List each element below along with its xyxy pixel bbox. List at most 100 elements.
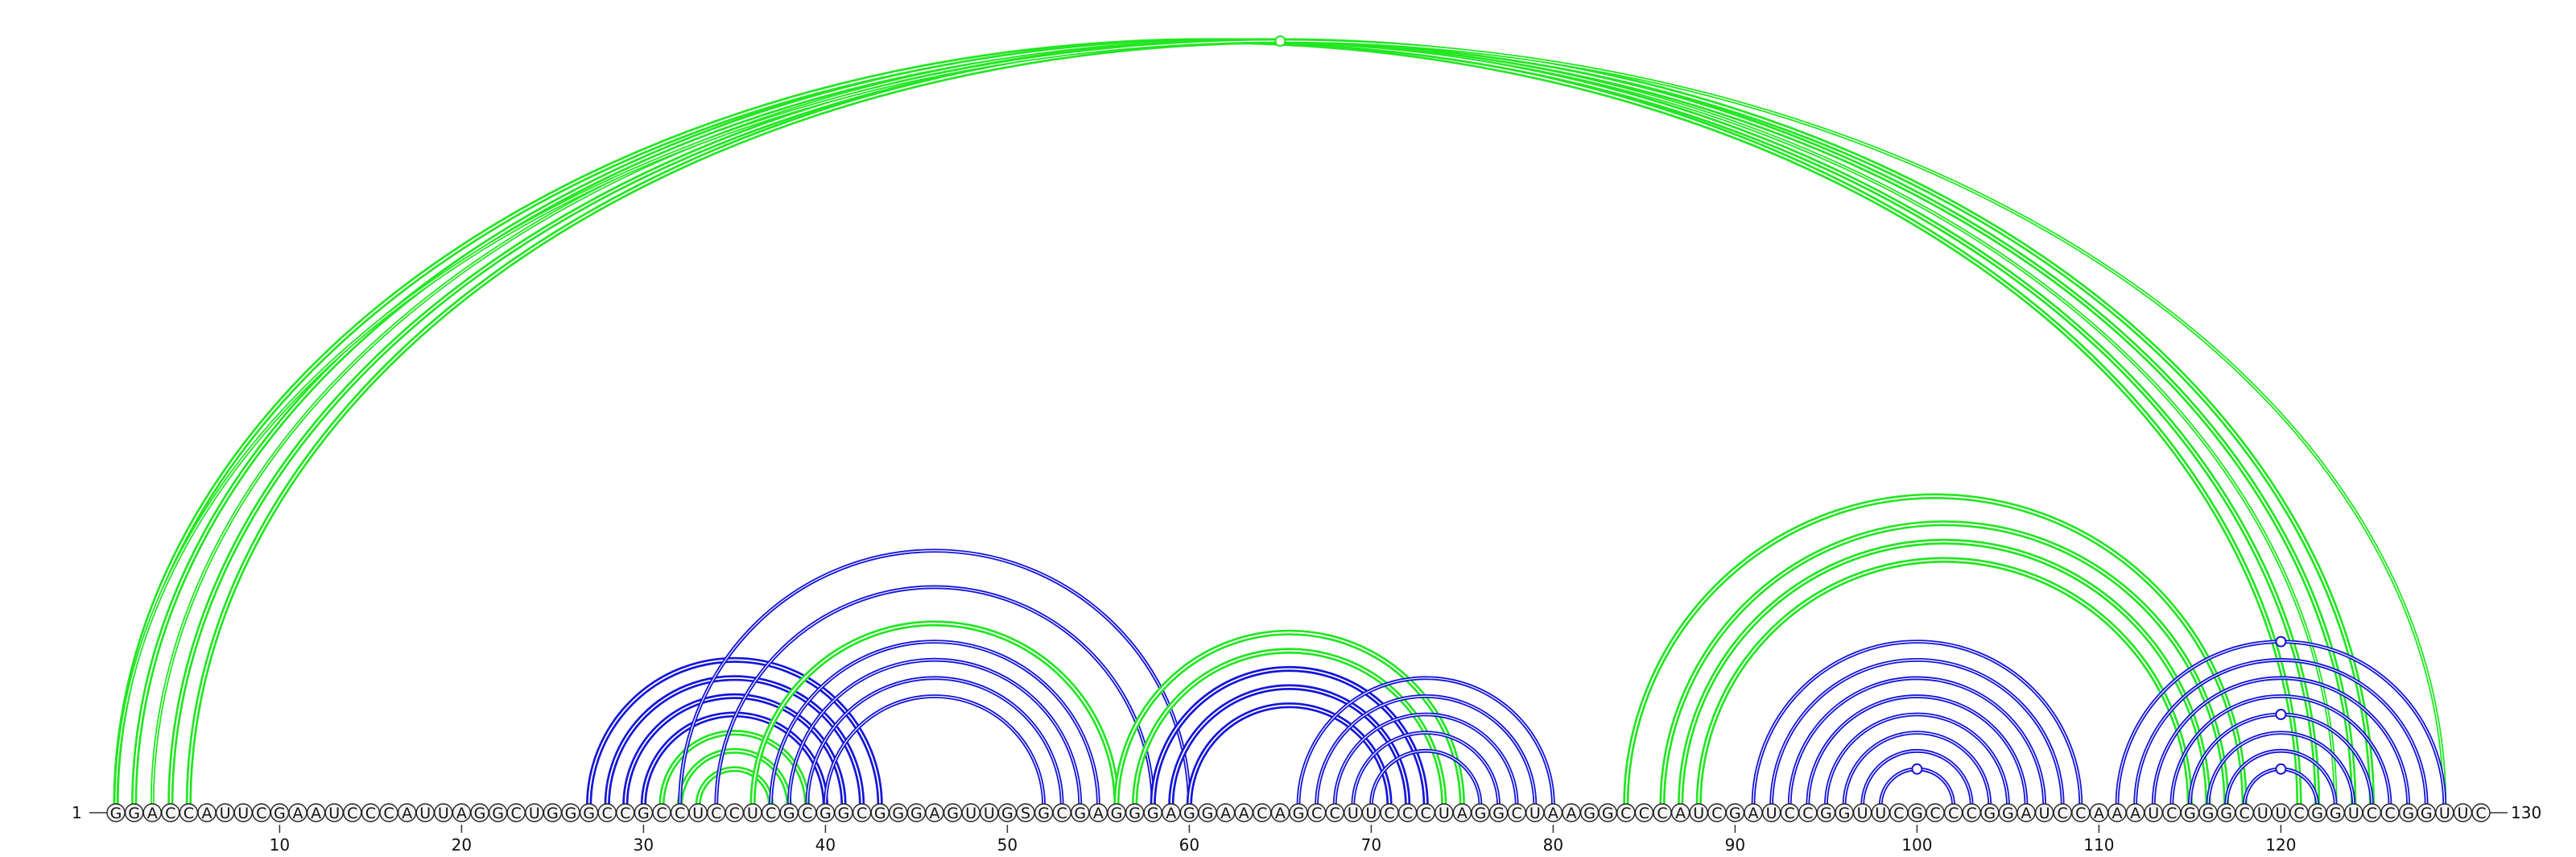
nucleotide-letter: C [1711,805,1722,822]
nucleotide: C [506,803,526,822]
tick-label: 10 [270,835,290,855]
nucleotide: G [1835,803,1854,822]
nucleotide-letter: A [930,805,940,822]
arc-outer [786,657,1083,806]
nucleotide: U [525,803,544,822]
nucleotide-letter: G [1820,805,1832,822]
nucleotide: C [2380,803,2400,822]
nucleotide: C [1052,803,1071,822]
arc-inner [1116,631,1463,806]
nucleotide: C [2235,803,2254,822]
arc-inner [2153,677,2409,806]
nucleotide-letter: C [1802,805,1813,822]
nucleotide: G [906,803,927,822]
arc-inner [716,586,1154,806]
tick-label: 100 [1901,835,1932,855]
nucleotide-letter: A [1093,805,1104,822]
nucleotide: A [2125,803,2145,822]
base-pair-arc [1769,657,2065,806]
nucleotide-letter: C [2166,805,2177,822]
nucleotide-letter: U [438,805,449,822]
nucleotide-letter: C [165,805,175,822]
base-pair-arc [1806,694,2029,806]
nucleotide-letter: A [1567,805,1577,822]
nucleotide-letter: C [2367,805,2377,822]
arc-inner [1152,668,1427,806]
nucleotide: G [1998,803,2018,822]
nucleotide: G [1579,803,1600,822]
nucleotide: A [2017,803,2036,822]
nucleotide: A [2089,803,2109,822]
nucleotide-letter: U [692,805,704,822]
nucleotide: C [161,803,180,822]
nucleotide-letter: C [857,805,867,822]
apex-marker [2275,709,2287,720]
nucleotide-letter: C [729,805,740,822]
apex-marker [1274,35,1286,47]
nucleotide: A [397,803,417,822]
nucleotide: A [1216,803,1236,822]
nucleotide: G [1071,803,1090,822]
nucleotide: C [724,803,745,822]
nucleotide: A [1670,803,1690,822]
arc-inner [752,623,1117,806]
nucleotide: C [1780,803,1799,822]
nucleotide-letter: C [1330,805,1340,822]
nucleotide-letter: G [1602,805,1614,822]
nucleotide-letter: G [838,805,850,822]
nucleotide-letter: U [747,805,758,822]
nucleotide: G [270,803,290,822]
arc-inner [1370,750,1481,806]
nucleotide: C [1707,803,1727,822]
base-pair-arc [1186,702,1393,806]
nucleotide: A [1088,803,1108,822]
nucleotide: U [2435,803,2454,822]
tick-label: 20 [452,835,472,855]
nucleotide: U [743,803,762,822]
nucleotide-letter: C [184,805,194,822]
nucleotide-letter: C [802,805,812,822]
base-pair-arc [695,766,774,806]
nucleotide-letter: G [1129,805,1141,822]
nucleotide-letter: G [910,805,923,822]
base-pair-arc [749,620,1120,806]
base-pair-arc [1787,676,2046,806]
nucleotide: A [1744,803,1763,822]
nucleotide: C [1653,803,1672,822]
nucleotide: C [2071,803,2091,822]
nucleotide-letter: C [1402,805,1413,822]
arc-inner [1298,677,1554,806]
nucleotide: G [543,803,563,822]
nucleotide-letter: G [2220,805,2232,822]
nucleotide-letter: A [1457,805,1468,822]
nucleotide-letter: U [1875,805,1886,822]
nucleotide: G [634,803,654,822]
tick-label: 40 [815,835,836,855]
nucleotide-letter: U [2439,805,2450,822]
nucleotide: G [1471,803,1490,822]
nucleotide: U [2271,803,2291,822]
nucleotide: C [1634,803,1654,822]
base-pair-arc [2206,731,2356,806]
base-pair-arc [1842,731,1992,806]
nucleotide-letter: G [565,805,577,822]
arc-inner [2171,695,2391,806]
arc-inner [679,550,1190,806]
nucleotide-letter: A [293,805,303,822]
nucleotide: U [1525,803,1545,822]
nucleotide-letter: C [2240,805,2250,822]
nucleotide: A [197,803,217,822]
nucleotide: C [252,803,271,822]
nucleotide-letter: C [1639,805,1649,822]
start-label: 1 [72,803,82,822]
nucleotide: G [997,803,1018,822]
nucleotide-letter: G [1147,805,1159,822]
nucleotide-letter: G [583,805,595,822]
nucleotide: U [1361,803,1381,822]
nucleotide-letter: C [256,805,266,822]
base-pair-arc [769,640,1100,806]
arc-inner [1352,732,1500,806]
arc-inner [2226,750,2336,806]
nucleotide: C [852,803,872,822]
